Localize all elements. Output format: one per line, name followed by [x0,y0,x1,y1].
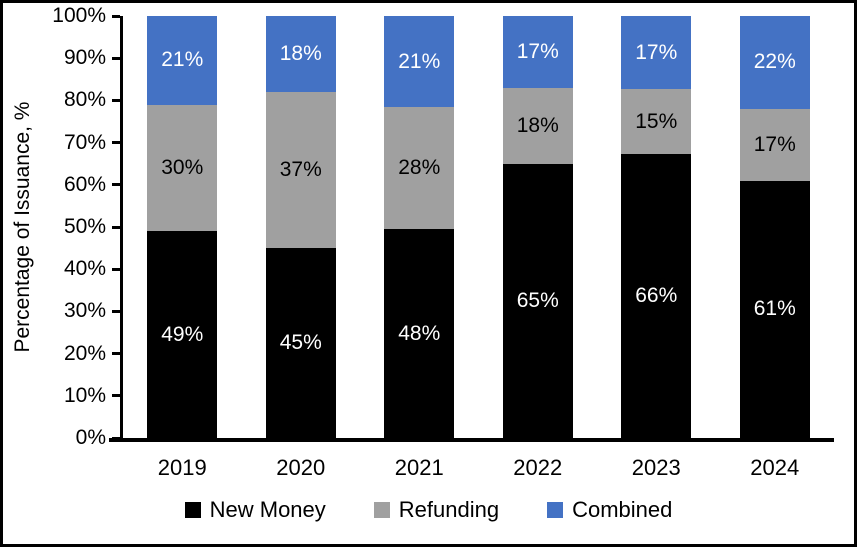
data-label: 66% [635,283,678,307]
legend-swatch-icon [547,502,564,518]
bar-segment-new-money: 48% [384,229,455,438]
x-tick-label-2021: 2021 [394,455,444,480]
data-label: 18% [279,41,322,65]
y-tick-label: 0% [75,426,106,449]
y-tick-label: 30% [63,299,106,323]
stacked-bar-2021: 48% 28% 21% [384,16,455,438]
legend-label: Refunding [398,497,500,522]
data-label: 21% [161,48,204,72]
bar-segment-new-money: 61% [739,180,810,438]
data-label: 17% [753,132,796,156]
data-label: 17% [516,39,559,63]
bar-segment-refunding: 18% [502,87,573,164]
y-tick-mark [112,352,120,356]
bar-segment-combined: 21% [384,16,455,108]
y-tick-mark [112,225,120,229]
legend-item-combined: Combined [547,497,672,523]
data-label: 49% [161,322,204,346]
legend-label: New Money [209,497,326,522]
y-tick-label: 10% [63,383,106,407]
bar-segment-refunding: 17% [739,108,810,181]
plot-area: 0% 10% 20% 30% 40% 50% 60% 70% 80% 90% 100% 49% 30%… [52,4,834,480]
data-label: 37% [279,158,322,182]
data-label: 45% [279,331,322,355]
bar-segment-new-money: 45% [265,248,336,438]
data-label: 18% [516,113,559,137]
y-tick-mark [112,98,120,102]
y-tick-label: 90% [63,46,106,70]
data-label: 22% [753,50,796,74]
y-tick-label: 60% [63,172,106,196]
data-label: 48% [398,321,441,345]
bar-column-2021: 48% 28% 21% [360,16,479,438]
legend-label: Combined [572,497,673,522]
stacked-bar-2024: 61% 17% 22% [739,16,810,438]
bar-segment-refunding: 30% [147,104,218,232]
x-tick-label-2024: 2024 [750,455,800,480]
data-label: 17% [635,40,678,64]
data-label: 21% [398,49,441,73]
y-tick-mark [112,14,120,18]
legend-item-refunding: Refunding [373,497,500,523]
y-tick-label: 80% [63,88,106,112]
y-tick-mark [112,183,120,187]
legend-swatch-icon [373,502,390,518]
y-tick-label: 20% [63,341,106,365]
stacked-bar-2023: 66% 15% 17% [621,16,692,438]
y-tick-mark [112,267,120,271]
y-tick-mark [112,141,120,145]
bar-segment-combined: 21% [147,16,218,105]
bars-row: 49% 30% 21% 45% 37% 18% 48% 28% 21% 65% 18% 17% 66% 1… [123,16,834,438]
legend: New Money Refunding Combined [3,497,854,523]
y-tick-mark [112,394,120,398]
bar-segment-new-money: 66% [621,153,692,438]
bar-segment-combined: 18% [265,16,336,92]
y-tick-mark [112,56,120,60]
y-tick-mark [112,309,120,313]
x-tick-label-2020: 2020 [276,455,326,480]
x-axis-labels: 2019 2020 2021 2022 2023 2024 [123,442,834,481]
bar-segment-combined: 17% [621,16,692,90]
bar-segment-combined: 17% [502,16,573,88]
x-tick-label-2023: 2023 [631,455,681,480]
bar-column-2022: 65% 18% 17% [479,16,598,438]
y-axis-title: Percentage of Issuance, % [11,101,34,353]
y-tick-mark [112,436,120,440]
y-tick-label: 100% [52,4,106,27]
data-label: 15% [635,109,678,133]
bar-segment-new-money: 65% [502,163,573,438]
y-tick-label: 70% [63,130,106,154]
y-tick-label: 40% [63,257,106,281]
bar-segment-refunding: 28% [384,107,455,230]
legend-item-new-money: New Money [184,497,326,523]
bar-segment-new-money: 49% [147,231,218,438]
data-label: 28% [398,156,441,180]
bar-column-2023: 66% 15% 17% [597,16,716,438]
bar-column-2024: 61% 17% 22% [716,16,835,438]
bar-column-2019: 49% 30% 21% [123,16,242,438]
bar-column-2020: 45% 37% 18% [242,16,361,438]
x-axis-line [109,438,123,442]
data-label: 30% [161,155,204,179]
legend-swatch-icon [184,502,201,518]
stacked-bar-2019: 49% 30% 21% [147,16,218,438]
bar-segment-refunding: 37% [265,91,336,249]
stacked-bar-2020: 45% 37% 18% [265,16,336,438]
y-tick-label: 50% [63,215,106,238]
x-tick-label-2019: 2019 [157,455,207,480]
stacked-bar-2022: 65% 18% 17% [502,16,573,438]
data-label: 65% [516,288,559,312]
x-tick-label-2022: 2022 [513,455,563,480]
data-label: 61% [753,297,796,321]
bar-segment-refunding: 15% [621,89,692,154]
bar-segment-combined: 22% [739,16,810,109]
